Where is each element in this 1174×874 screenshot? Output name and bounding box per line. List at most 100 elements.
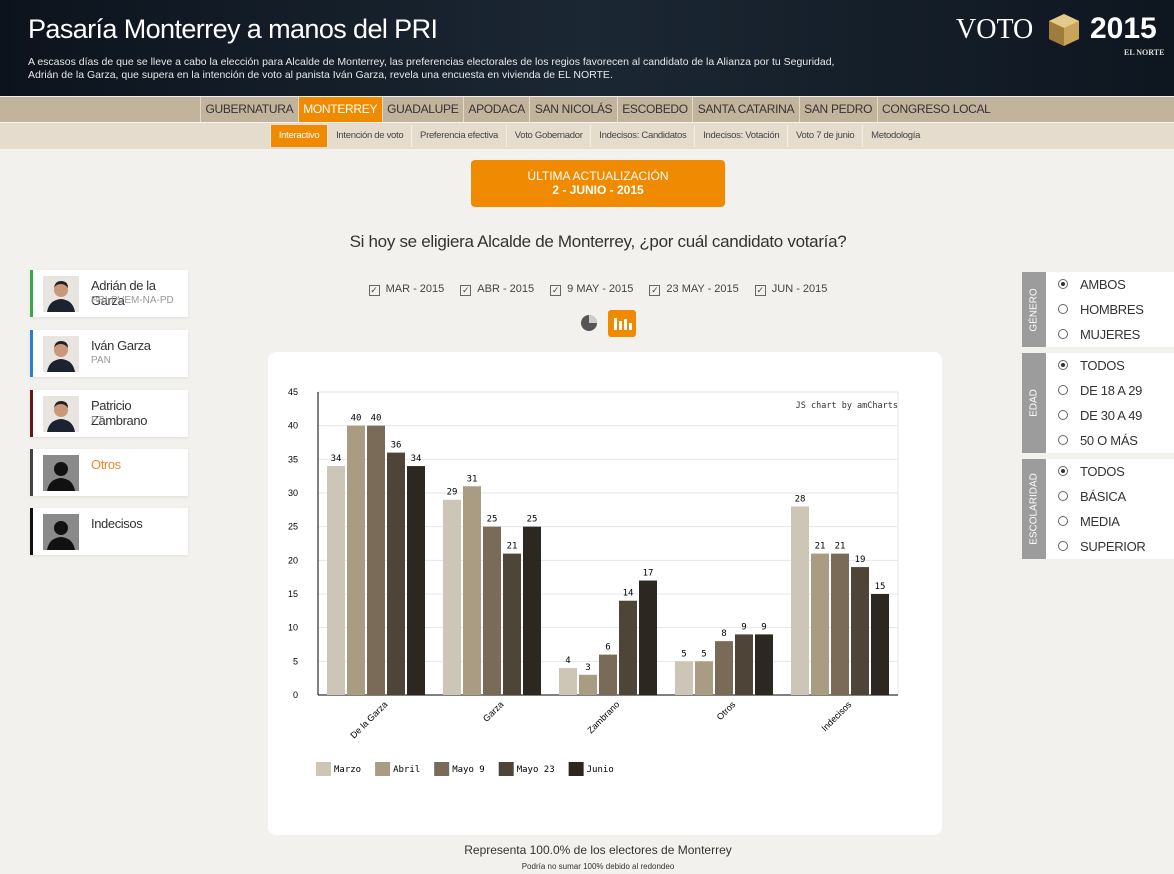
nav-tab[interactable]: ESCOBEDO	[616, 97, 693, 122]
data-label: 29	[447, 488, 458, 498]
period-checkbox[interactable]: ✓ ABR - 2015	[460, 283, 534, 296]
data-label: 9	[741, 622, 746, 632]
logo-box	[1049, 14, 1079, 46]
y-tick-label: 30	[288, 488, 298, 498]
data-label: 4	[565, 656, 570, 666]
period-label: JUN - 2015	[771, 283, 828, 295]
filter-label: SUPERIOR	[1080, 539, 1146, 554]
filter-option[interactable]: TODOS	[1058, 358, 1125, 373]
bar	[503, 553, 521, 695]
data-label: 34	[411, 454, 422, 464]
checkbox: ✓	[754, 285, 766, 296]
avatar	[43, 276, 79, 312]
filter-group: GÉNERO AMBOS HOMBRES MUJERES	[1022, 272, 1174, 347]
description: A escasos días de que se lleve a cabo la…	[28, 56, 835, 81]
filter-option[interactable]: HOMBRES	[1058, 302, 1144, 317]
subnav-tab[interactable]: Intención de voto	[327, 125, 411, 147]
candidate-card[interactable]: Otros	[30, 449, 188, 496]
view-switch	[581, 310, 636, 337]
bar	[559, 668, 577, 695]
subnav-bar: Interactivo Intención de voto Preferencia …	[0, 123, 1174, 149]
period-checkbox[interactable]: ✓ 9 MAY - 2015	[550, 283, 633, 296]
nav-tab[interactable]: APODACA	[462, 97, 530, 122]
subnav-tab[interactable]: Preferencia efectiva	[411, 125, 506, 147]
candidate-card[interactable]: Indecisos	[30, 508, 188, 555]
filter-option[interactable]: BÁSICA	[1058, 489, 1126, 504]
y-tick-label: 25	[288, 522, 298, 532]
checkbox: ✓	[368, 285, 380, 296]
radio	[1058, 516, 1068, 526]
data-label: 6	[605, 643, 610, 653]
period-label: 9 MAY - 2015	[567, 283, 634, 295]
nav-tab[interactable]: GUADALUPE	[381, 97, 463, 122]
y-tick-label: 5	[293, 656, 298, 666]
data-label: 15	[875, 582, 886, 592]
filter-strip: GÉNERO	[1022, 272, 1046, 347]
bar	[639, 580, 657, 695]
avatar-head	[54, 403, 68, 417]
question: Si hoy se eligiera Alcalde de Monterrey,…	[349, 232, 847, 251]
legend-swatch	[316, 762, 331, 776]
nav-tab[interactable]: SANTA CATARINA	[692, 97, 798, 122]
candidate-card[interactable]: Adrián de la Garza PRI-PVEM-NA-PD	[30, 270, 188, 317]
nav-tab[interactable]: SAN PEDRO	[798, 97, 877, 122]
period-checkbox[interactable]: ✓ MAR - 2015	[368, 283, 444, 296]
subnav-tab[interactable]: Voto 7 de junio	[787, 125, 862, 147]
bar	[831, 553, 849, 695]
avatar	[43, 396, 79, 432]
nav-tab[interactable]: CONGRESO LOCAL	[876, 97, 995, 122]
candidate-card[interactable]: Patricio Zambrano PT	[30, 390, 188, 437]
filter-option[interactable]: MUJERES	[1058, 327, 1140, 342]
chart-panel: 0 5 10 15 20 25 30 35 40 45 JS chart by amCharts De…	[268, 352, 942, 835]
avatar-body	[47, 359, 75, 372]
nav-tab[interactable]: GUBERNATURA	[200, 97, 298, 122]
candidate-name: Adrián de la Garza	[91, 278, 156, 308]
subnav-tab[interactable]: Voto Gobernador	[505, 125, 591, 147]
data-label: 40	[351, 414, 362, 424]
filter-option[interactable]: MEDIA	[1058, 514, 1120, 529]
y-tick-label: 40	[288, 421, 298, 431]
x-tick-label: Zambrano	[585, 699, 621, 735]
logo-year: 2015	[1090, 12, 1157, 45]
candidate-party: PRI-PVEM-NA-PD	[91, 295, 174, 306]
legend-swatch	[375, 762, 391, 776]
filter-option[interactable]: DE 18 A 29	[1058, 383, 1142, 398]
legend-swatch	[498, 762, 514, 776]
bar	[463, 486, 481, 695]
filter-option[interactable]: DE 30 A 49	[1058, 408, 1142, 423]
filter-strip: EDAD	[1022, 353, 1046, 453]
bar	[443, 499, 461, 695]
data-label: 40	[371, 414, 382, 424]
x-tick-label: De la Garza	[348, 699, 389, 740]
subnav-tab[interactable]: Interactivo	[270, 125, 328, 147]
data-label: 5	[681, 649, 686, 659]
radio	[1058, 541, 1068, 551]
subnav-tab[interactable]: Indecisos: Votación	[694, 125, 787, 147]
legend-label: Junio	[587, 765, 614, 775]
logo-brand: EL NORTE	[1124, 48, 1165, 57]
bar	[387, 452, 405, 695]
filter-title: ESCOLARIDAD	[1028, 473, 1040, 545]
candidate-card[interactable]: Iván Garza PAN	[30, 330, 188, 377]
nav-tab[interactable]: MONTERREY	[297, 97, 382, 122]
filter-option[interactable]: 50 O MÁS	[1058, 433, 1138, 448]
filter-label: BÁSICA	[1080, 489, 1126, 504]
nav-bar: GUBERNATURA MONTERREY GUADALUPE APODACA SAN …	[0, 97, 1174, 122]
data-label: 25	[487, 515, 498, 525]
data-label: 5	[701, 649, 706, 659]
subnav-tab[interactable]: Metodología	[862, 125, 928, 147]
subnav-tab[interactable]: Indecisos: Candidatos	[590, 125, 694, 147]
period-checkbox[interactable]: ✓ JUN - 2015	[754, 283, 828, 296]
y-tick-label: 45	[288, 387, 298, 397]
period-label: ABR - 2015	[477, 283, 535, 295]
filter-label: MEDIA	[1080, 514, 1120, 529]
bar	[851, 567, 869, 695]
bar	[619, 600, 637, 695]
filter-option[interactable]: SUPERIOR	[1058, 539, 1146, 554]
data-label: 28	[795, 494, 806, 504]
filter-option[interactable]: AMBOS	[1058, 277, 1126, 292]
period-checkbox[interactable]: ✓ 23 MAY - 2015	[649, 283, 739, 296]
filter-option[interactable]: TODOS	[1058, 464, 1125, 479]
bar	[327, 466, 345, 695]
nav-tab[interactable]: SAN NICOLÁS	[529, 97, 616, 122]
